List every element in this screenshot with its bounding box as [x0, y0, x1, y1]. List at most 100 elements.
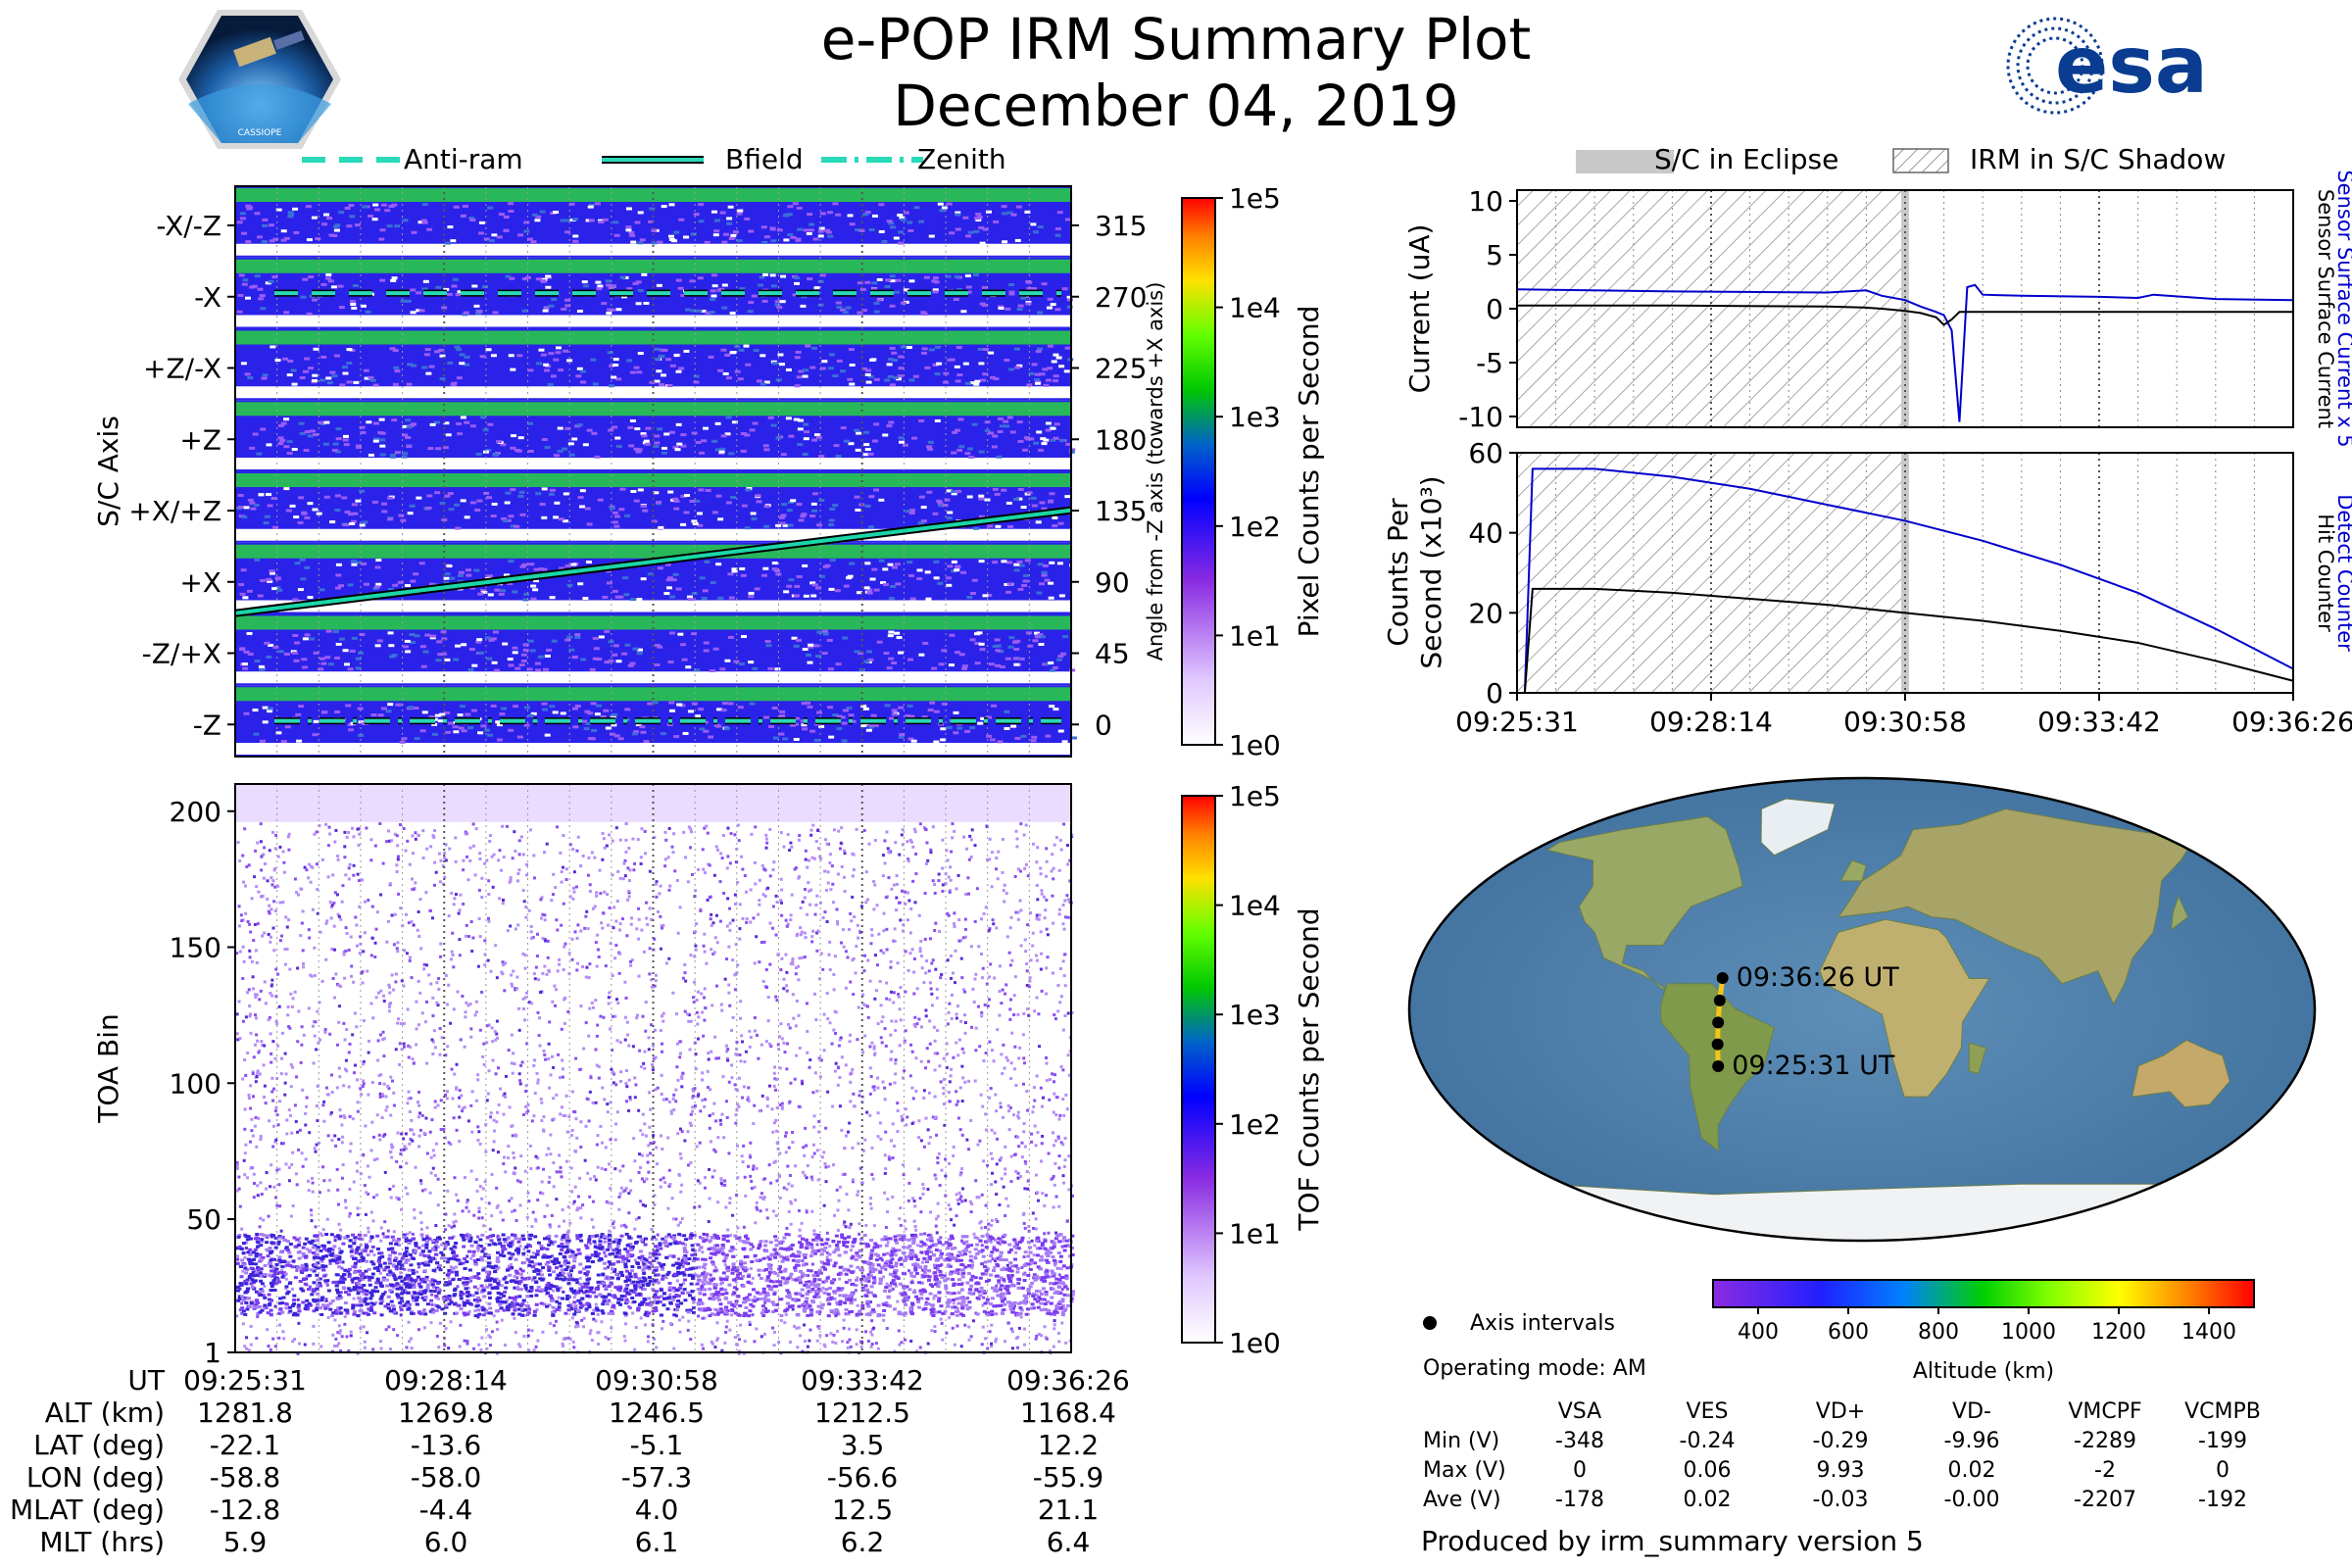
toa-cell: [562, 1343, 564, 1346]
toa-cell: [1006, 1264, 1009, 1267]
toa-cell: [675, 1012, 678, 1015]
pixel-cell: [1037, 311, 1043, 314]
toa-cell: [623, 859, 626, 862]
toa-cell: [738, 1105, 741, 1108]
toa-cell: [1063, 1014, 1066, 1017]
toa-cell: [239, 1037, 242, 1040]
toa-cell: [852, 993, 855, 996]
pixel-cell: [938, 203, 944, 206]
pixel-cell: [642, 434, 648, 437]
pixel-cell: [1010, 725, 1016, 728]
toa-cell: [420, 1228, 423, 1231]
pixel-cell: [651, 229, 657, 232]
pixel-cell: [993, 220, 999, 223]
toa-cell: [530, 930, 533, 933]
toa-cell: [304, 1344, 307, 1347]
toa-cell: [1067, 1011, 1070, 1014]
pixel-cell: [752, 295, 758, 298]
toa-cell: [242, 881, 245, 884]
pixel-cell: [691, 232, 697, 235]
pixel-cell: [641, 273, 647, 276]
toa-cell: [916, 1244, 919, 1247]
pixel-cell: [260, 307, 266, 310]
pixel-cell: [381, 204, 387, 207]
toa-cell: [1062, 959, 1065, 962]
toa-cell: [789, 918, 792, 921]
toa-cell: [602, 911, 605, 914]
pixel-cell: [1035, 382, 1041, 385]
toa-cell: [573, 1200, 576, 1203]
pixel-cell: [1057, 562, 1063, 564]
toa-cell: [348, 877, 351, 880]
pixel-cell: [371, 713, 377, 716]
pixel-cell: [287, 452, 293, 455]
pixel-cell: [934, 710, 940, 713]
toa-cell: [1009, 1180, 1012, 1183]
toa-cell: [249, 1107, 252, 1110]
toa-cell: [424, 1188, 427, 1191]
toa-cell: [882, 1319, 885, 1322]
toa-cell: [869, 1331, 872, 1334]
toa-cell: [702, 848, 705, 851]
toa-cell: [619, 839, 622, 842]
toa-cell: [1058, 1273, 1061, 1276]
toa-cell: [396, 947, 399, 950]
pixel-cell: [774, 667, 780, 670]
pixel-cell: [790, 236, 796, 239]
toa-cell: [1052, 877, 1054, 880]
toa-cell: [703, 1233, 706, 1236]
toa-cell: [812, 1144, 815, 1147]
toa-cell: [453, 1176, 456, 1179]
toa-cell: [804, 896, 807, 899]
toa-cell: [383, 1220, 386, 1223]
pixel-cell: [344, 662, 350, 665]
pixel-cell: [705, 241, 710, 244]
pixel-cell: [713, 648, 719, 651]
pixel-cell: [919, 496, 925, 499]
toa-cell: [443, 857, 446, 859]
toa-cell: [576, 937, 579, 940]
toa-cell: [1026, 1170, 1029, 1173]
toa-cell: [325, 1299, 328, 1302]
toa-cell: [749, 921, 752, 924]
toa-cell: [990, 1343, 993, 1346]
pixel-cell: [717, 597, 723, 600]
toa-cell: [801, 931, 804, 934]
pixel-cell: [632, 648, 638, 651]
toa-cell: [635, 927, 638, 930]
pixel-cell: [657, 646, 662, 649]
pixel-cell: [245, 240, 251, 243]
pixel-cell: [1017, 440, 1023, 443]
pixel-cell: [704, 641, 710, 644]
pixel-cell: [395, 451, 401, 454]
toa-cell: [687, 1020, 690, 1023]
pixel-cell: [542, 438, 548, 441]
toa-cell: [557, 969, 560, 972]
toa-cell: [672, 1290, 675, 1293]
toa-cell: [450, 957, 453, 960]
toa-cell: [489, 1115, 492, 1118]
toa-cell: [752, 1168, 755, 1171]
toa-cell: [952, 1056, 955, 1059]
toa-cell: [707, 832, 710, 835]
pixel-cell: [553, 515, 559, 518]
toa-cell: [785, 919, 788, 922]
toa-cell: [798, 834, 801, 837]
toa-cell: [1058, 1154, 1061, 1157]
toa-cell: [627, 847, 630, 850]
toa-cell: [295, 1120, 298, 1123]
toa-cell: [1032, 843, 1035, 846]
pixel-cell: [464, 421, 469, 424]
pixel-cell: [887, 666, 893, 669]
toa-cell: [609, 1028, 612, 1031]
pixel-cell: [374, 565, 380, 568]
toa-cell: [765, 1208, 768, 1211]
toa-cell: [334, 972, 337, 975]
toa-cell: [950, 977, 953, 980]
pixel-cell: [1005, 591, 1011, 594]
toa-cell: [555, 918, 558, 921]
toa-cell: [310, 881, 313, 884]
toa-cell: [974, 1079, 977, 1082]
toa-cell: [1007, 1104, 1010, 1107]
toa-cell: [595, 1179, 598, 1182]
